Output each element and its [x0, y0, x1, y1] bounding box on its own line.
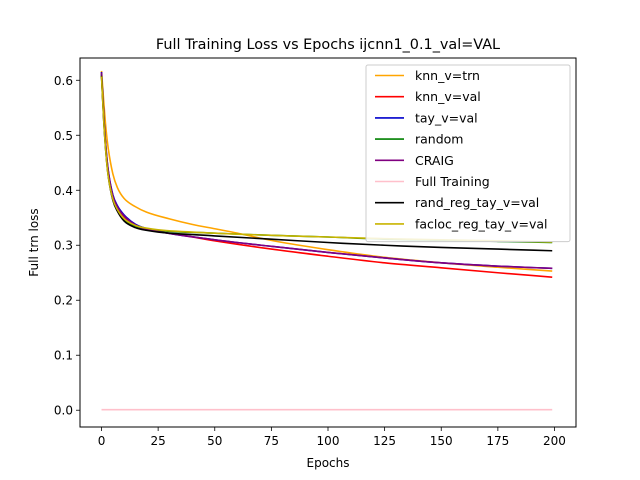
x-tick-label: 0: [98, 434, 106, 448]
y-tick-label: 0.5: [54, 129, 73, 143]
y-tick-label: 0.3: [54, 239, 73, 253]
x-tick-label: 150: [430, 434, 453, 448]
legend-label: random: [415, 132, 463, 147]
y-tick-label: 0.0: [54, 404, 73, 418]
x-tick-label: 200: [543, 434, 566, 448]
legend-label: rand_reg_tay_v=val: [415, 195, 539, 210]
x-tick-label: 25: [150, 434, 165, 448]
legend-label: tay_v=val: [415, 110, 478, 125]
x-tick-label: 175: [486, 434, 509, 448]
x-tick-label: 75: [264, 434, 279, 448]
y-tick-label: 0.2: [54, 294, 73, 308]
legend-label: knn_v=trn: [415, 68, 480, 83]
x-axis-label: Epochs: [307, 456, 350, 470]
x-axis-ticks: 0 25 50 75 100 125 150 175 200: [98, 427, 566, 448]
legend-box: [365, 64, 571, 243]
x-tick-label: 125: [373, 434, 396, 448]
legend-label: Full Training: [415, 174, 490, 189]
y-tick-label: 0.4: [54, 184, 73, 198]
x-tick-label: 50: [207, 434, 222, 448]
y-tick-label: 0.1: [54, 349, 73, 363]
y-axis-label: Full trn loss: [27, 208, 41, 276]
chart-title: Full Training Loss vs Epochs ijcnn1_0.1_…: [156, 37, 500, 53]
legend-label: CRAIG: [415, 153, 454, 168]
y-axis-ticks: 0.0 0.1 0.2 0.3 0.4 0.5 0.6: [54, 74, 80, 418]
legend-label: knn_v=val: [415, 89, 481, 104]
y-tick-label: 0.6: [54, 74, 73, 88]
x-tick-label: 100: [317, 434, 340, 448]
legend-label: facloc_reg_tay_v=val: [415, 216, 548, 231]
plot-lines: [100, 70, 553, 411]
